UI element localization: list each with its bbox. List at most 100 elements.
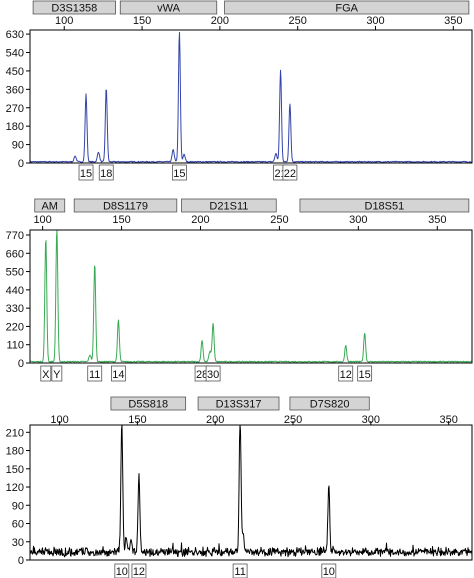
y-tick-label: 150 xyxy=(6,464,24,476)
x-tick-label: 100 xyxy=(50,414,68,426)
locus-bar xyxy=(224,0,470,15)
y-tick-label: 440 xyxy=(6,285,24,297)
locus-label: D3S1358 xyxy=(51,3,97,15)
allele-box xyxy=(87,365,103,382)
locus-label: D7S820 xyxy=(310,399,350,411)
plot-frame xyxy=(29,424,473,561)
y-tick-label: 330 xyxy=(6,303,24,315)
y-tick-label: 660 xyxy=(6,248,24,260)
x-tick-label: 150 xyxy=(112,214,130,226)
x-tick-label: 300 xyxy=(366,15,384,27)
allele-box xyxy=(51,365,63,382)
allele-label: 30 xyxy=(207,369,219,381)
allele-box xyxy=(40,365,52,382)
allele-box xyxy=(78,164,94,181)
y-tick-label: 630 xyxy=(6,29,24,41)
allele-label: 22 xyxy=(284,168,296,180)
locus-bar xyxy=(110,396,187,411)
locus-bar xyxy=(181,198,277,213)
allele-label: 11 xyxy=(89,369,100,381)
x-tick-label: 100 xyxy=(33,214,51,226)
trace-line xyxy=(29,31,473,163)
allele-box xyxy=(338,365,354,382)
y-tick-label: 270 xyxy=(6,103,24,115)
x-tick-label: 250 xyxy=(289,15,307,27)
allele-box xyxy=(98,164,114,181)
locus-bar xyxy=(197,396,280,411)
x-tick-label: 200 xyxy=(191,214,209,226)
allele-box xyxy=(357,365,373,382)
locus-label: AM xyxy=(41,201,58,213)
y-tick-label: 450 xyxy=(6,66,24,78)
allele-box xyxy=(114,563,130,578)
locus-bar xyxy=(73,198,178,213)
locus-bar xyxy=(32,0,116,15)
x-tick-label: 250 xyxy=(270,214,288,226)
y-tick-label: 360 xyxy=(6,84,24,96)
locus-label: D5S818 xyxy=(128,399,168,411)
y-tick-label: 110 xyxy=(6,340,24,352)
y-tick-label: 210 xyxy=(6,427,24,439)
y-tick-label: 180 xyxy=(6,121,24,133)
allele-box xyxy=(321,563,337,578)
y-tick-label: 30 xyxy=(12,537,24,549)
allele-label: 14 xyxy=(112,369,124,381)
allele-box xyxy=(111,365,126,382)
allele-label: 12 xyxy=(133,566,145,578)
y-tick-label: 770 xyxy=(6,230,24,242)
allele-label: 15 xyxy=(359,369,371,381)
locus-label: FGA xyxy=(335,3,358,15)
y-tick-label: 180 xyxy=(6,446,24,458)
allele-label: 11 xyxy=(234,566,245,578)
x-tick-label: 200 xyxy=(211,15,229,27)
plot-frame xyxy=(29,29,473,164)
locus-label: D8S1179 xyxy=(103,201,148,213)
allele-label: 28 xyxy=(196,369,208,381)
allele-label: 12 xyxy=(340,369,352,381)
allele-label: X xyxy=(42,369,50,381)
x-tick-label: 200 xyxy=(206,414,224,426)
allele-label: 18 xyxy=(100,168,112,180)
x-tick-label: 300 xyxy=(362,414,380,426)
allele-box xyxy=(172,164,187,181)
y-tick-label: 90 xyxy=(12,140,24,152)
allele-label: 15 xyxy=(80,168,92,180)
y-tick-label: 220 xyxy=(6,321,24,333)
plot-frame xyxy=(29,229,473,364)
locus-label: D18S51 xyxy=(365,201,405,213)
locus-label: vWA xyxy=(157,3,180,15)
locus-bar xyxy=(289,396,370,411)
x-tick-label: 150 xyxy=(133,15,151,27)
y-tick-label: 0 xyxy=(18,358,24,370)
x-tick-label: 100 xyxy=(55,15,73,27)
y-tick-label: 550 xyxy=(6,267,24,279)
allele-box xyxy=(205,365,221,382)
y-tick-label: 60 xyxy=(12,519,24,531)
x-tick-label: 350 xyxy=(439,414,457,426)
allele-label: Y xyxy=(53,369,61,381)
y-tick-label: 0 xyxy=(18,158,24,170)
allele-box xyxy=(232,563,248,578)
x-tick-label: 350 xyxy=(428,214,446,226)
x-tick-label: 250 xyxy=(284,414,302,426)
trace-line xyxy=(29,424,473,558)
y-tick-label: 540 xyxy=(6,48,24,60)
allele-label: 15 xyxy=(173,168,185,180)
locus-bar xyxy=(34,198,66,213)
locus-label: D21S11 xyxy=(209,201,248,213)
x-tick-label: 150 xyxy=(128,414,146,426)
allele-label: 10 xyxy=(116,566,128,578)
x-tick-label: 300 xyxy=(349,214,367,226)
locus-bar xyxy=(119,0,218,15)
y-tick-label: 90 xyxy=(12,500,24,512)
allele-label: 10 xyxy=(323,566,335,578)
x-tick-label: 350 xyxy=(444,15,462,27)
allele-box xyxy=(131,563,147,578)
locus-bar xyxy=(299,198,470,213)
y-tick-label: 0 xyxy=(18,555,24,567)
y-tick-label: 120 xyxy=(6,482,24,494)
allele-box xyxy=(282,164,298,181)
